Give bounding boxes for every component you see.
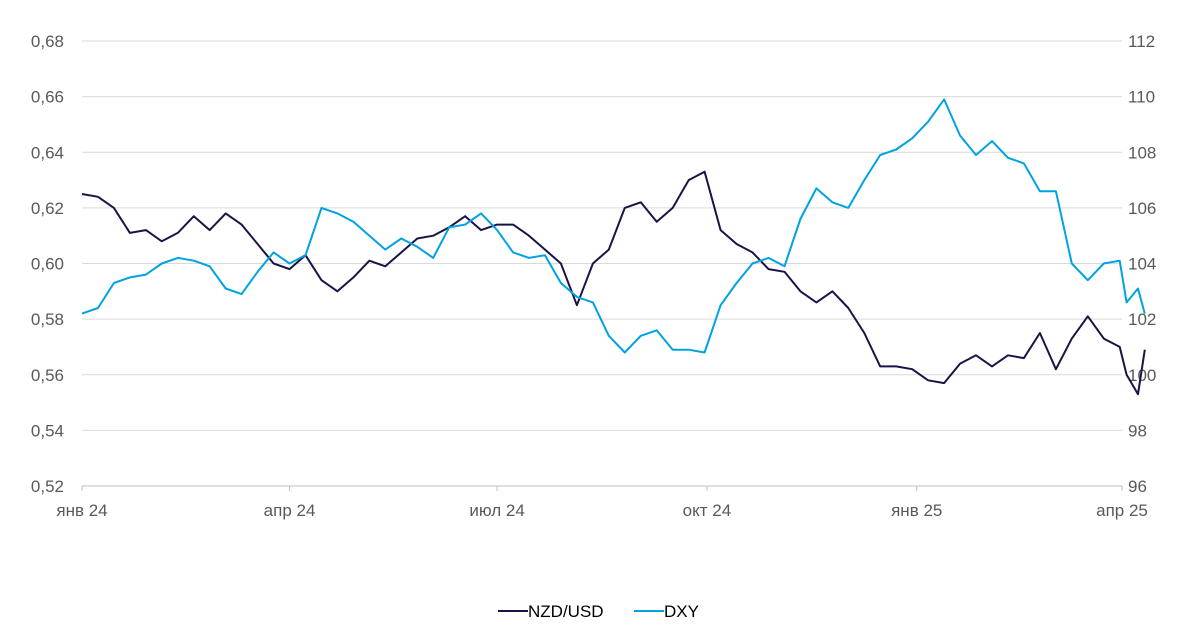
right-axis-tick-label: 112 [1128,32,1155,51]
right-axis-tick-label: 110 [1128,88,1155,107]
left-axis-tick-label: 0,58 [31,310,64,329]
left-axis-tick-label: 0,62 [31,199,64,218]
right-axis-tick-label: 100 [1128,366,1156,385]
right-axis-tick-label: 96 [1128,477,1147,496]
left-axis-tick-label: 0,54 [31,421,64,440]
grid [82,40,1122,487]
left-axis-tick-label: 0,56 [31,366,64,385]
right-axis-tick-label: 106 [1128,199,1156,218]
right-axis-tick-label: 104 [1128,255,1156,274]
left-axis-tick-label: 0,68 [31,32,64,51]
series-group [81,98,1146,396]
left-axis: 0,52 0,54 0,56 0,58 0,60 0,62 0,64 0,66 0,68 [31,32,64,496]
x-axis-tick-label: янв 24 [56,501,107,520]
right-axis-tick-label: 108 [1128,143,1156,162]
legend: NZD/USD DXY [498,602,699,621]
series-line-dxy [81,98,1146,354]
series-line-nzd-usd [81,170,1146,396]
legend-label: DXY [664,602,699,621]
right-axis-tick-label: 98 [1128,421,1147,440]
x-axis-tick-label: янв 25 [891,501,942,520]
x-axis-tick-label: апр 25 [1096,501,1148,520]
x-axis: янв 24 апр 24 июл 24 окт 24 янв 25 апр 25 [56,486,1148,520]
x-axis-tick-label: июл 24 [469,501,524,520]
left-axis-tick-label: 0,64 [31,143,64,162]
left-axis-tick-label: 0,60 [31,255,64,274]
legend-label: NZD/USD [528,602,604,621]
x-axis-tick-label: окт 24 [683,501,732,520]
left-axis-tick-label: 0,66 [31,88,64,107]
x-axis-tick-label: апр 24 [264,501,316,520]
right-axis-tick-label: 102 [1128,310,1156,329]
right-axis: 96 98 100 102 104 106 108 110 112 [1128,32,1156,496]
left-axis-tick-label: 0,52 [31,477,64,496]
